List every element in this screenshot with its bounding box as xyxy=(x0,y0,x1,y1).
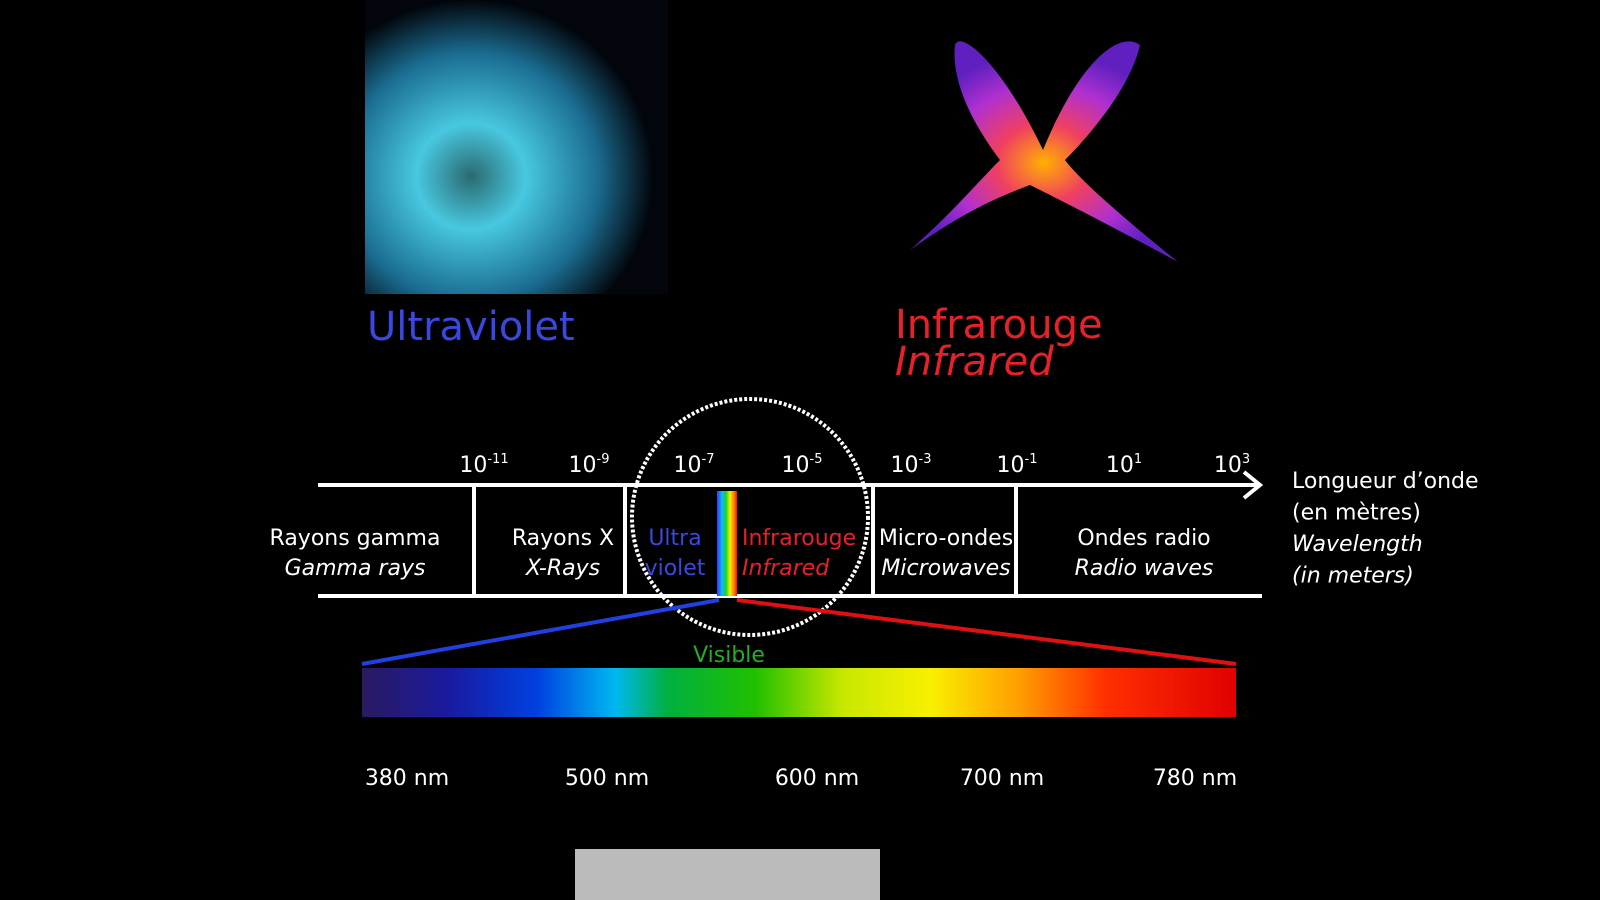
tick-base: 10 xyxy=(1214,453,1242,478)
tick-label: 10-1 xyxy=(997,452,1038,478)
zoom-line-red xyxy=(736,598,1237,666)
tick-base: 10 xyxy=(1106,453,1134,478)
tick-exp: -3 xyxy=(919,452,932,467)
band-label: Ultra xyxy=(648,526,701,551)
band-label-en: Microwaves xyxy=(881,556,1010,581)
tick-exp: -7 xyxy=(702,452,715,467)
ir-butterfly xyxy=(910,41,1178,262)
tick-base: 10 xyxy=(459,453,487,478)
axis-label: Wavelength xyxy=(1292,532,1423,557)
tick-label: 103 xyxy=(1214,452,1250,478)
band-label-en: X-Rays xyxy=(525,556,600,581)
tick-base: 10 xyxy=(569,453,597,478)
band-label-en: Gamma rays xyxy=(285,556,426,581)
axis-label: Longueur d’onde xyxy=(1292,469,1479,494)
uv-photo xyxy=(365,0,668,294)
nm-label: 380 nm xyxy=(365,766,449,791)
nm-label: 500 nm xyxy=(565,766,649,791)
band-label-en: Radio waves xyxy=(1075,556,1214,581)
tick-exp: 1 xyxy=(1134,452,1142,467)
axis-label: (en mètres) xyxy=(1292,501,1421,526)
tick-label: 10-9 xyxy=(569,452,610,478)
uv-title: Ultraviolet xyxy=(367,304,575,350)
band-label-en: Infrared xyxy=(742,556,830,581)
tick-base: 10 xyxy=(782,453,810,478)
zoom-line-blue xyxy=(361,598,720,666)
bottom-photo xyxy=(575,849,880,900)
tick-base: 10 xyxy=(891,453,919,478)
axis-label: (in meters) xyxy=(1292,564,1414,589)
band-label: Micro-ondes xyxy=(879,526,1013,551)
nm-label: 700 nm xyxy=(960,766,1044,791)
axis xyxy=(318,470,1264,598)
ir-title-en: Infrared xyxy=(895,339,1054,385)
visible-strip xyxy=(717,491,737,596)
tick-exp: -9 xyxy=(597,452,610,467)
band-label: Ondes radio xyxy=(1077,526,1210,551)
band-label-en: violet xyxy=(645,556,706,581)
band-label: Rayons gamma xyxy=(270,526,441,551)
tick-label: 10-3 xyxy=(891,452,932,478)
band-label: Rayons X xyxy=(512,526,614,551)
tick-label: 10-5 xyxy=(782,452,823,478)
tick-base: 10 xyxy=(997,453,1025,478)
tick-exp: -1 xyxy=(1025,452,1038,467)
tick-exp: -5 xyxy=(810,452,823,467)
nm-label: 780 nm xyxy=(1153,766,1237,791)
tick-exp: -11 xyxy=(487,452,508,467)
visible-spectrum xyxy=(362,668,1236,717)
zoom-circle xyxy=(630,397,870,637)
band-label: Infrarouge xyxy=(742,526,856,551)
tick-label: 101 xyxy=(1106,452,1142,478)
tick-exp: 3 xyxy=(1242,452,1250,467)
ir-title: Infrarouge xyxy=(895,302,1103,348)
tick-base: 10 xyxy=(674,453,702,478)
visible-label: Visible xyxy=(693,643,765,668)
nm-label: 600 nm xyxy=(775,766,859,791)
tick-label: 10-7 xyxy=(674,452,715,478)
tick-label: 10-11 xyxy=(459,452,508,478)
